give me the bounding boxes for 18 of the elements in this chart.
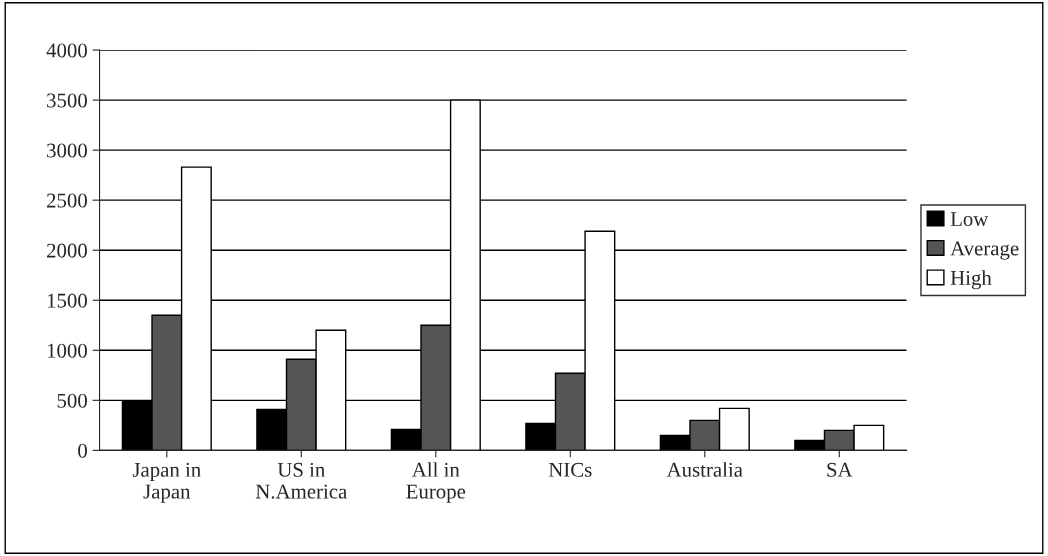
y-tick-label: 4000 <box>46 43 87 58</box>
y-tick-label: 1500 <box>47 293 87 308</box>
x-tick-label: Australia <box>666 462 743 477</box>
y-tick-label: 2000 <box>47 243 87 258</box>
y-tick-label: 2500 <box>47 193 87 208</box>
y-tick-label: 1000 <box>47 343 87 358</box>
legend-label: Low <box>950 212 989 226</box>
y-tick-label: 500 <box>57 393 87 408</box>
x-tick-label: SA <box>827 462 853 477</box>
y-tick-label: 0 <box>78 443 87 458</box>
y-tick-label: 3000 <box>47 143 87 158</box>
x-tick-label: NICs <box>548 462 592 477</box>
legend-label: Average <box>950 241 1019 260</box>
x-tick-label: US in N.America <box>255 462 347 499</box>
legend-label: High <box>950 270 992 290</box>
x-tick-label: All in Europe <box>406 462 466 503</box>
y-tick-label: 3500 <box>47 93 87 108</box>
x-tick-label: Japan in Japan <box>132 462 201 503</box>
